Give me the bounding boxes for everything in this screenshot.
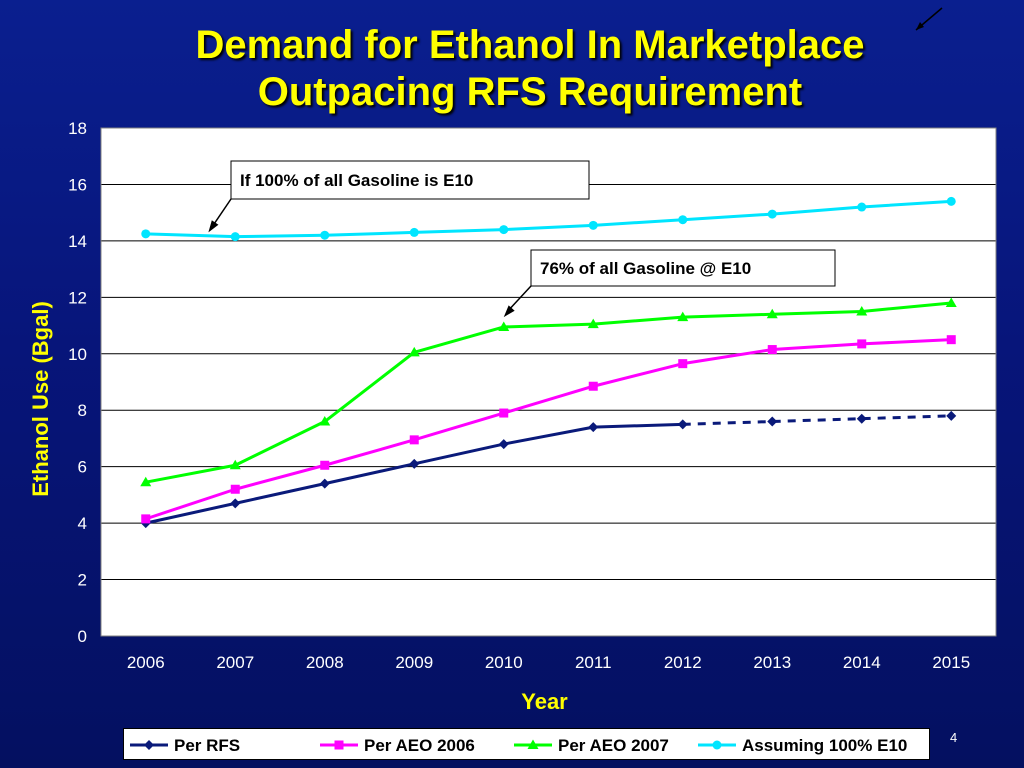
legend-marker-icon — [334, 740, 344, 750]
x-tick-label: 2014 — [843, 653, 881, 672]
data-point — [320, 230, 330, 240]
data-point — [767, 209, 777, 219]
x-tick-label: 2015 — [932, 653, 970, 672]
data-point — [230, 232, 240, 242]
series-per-aeo-2007 — [140, 297, 957, 487]
legend-item: Per AEO 2006 — [320, 736, 475, 755]
data-point — [320, 460, 330, 470]
x-tick-label: 2009 — [395, 653, 433, 672]
legend-item: Assuming 100% E10 — [698, 736, 907, 755]
data-point — [409, 458, 420, 469]
data-point — [409, 227, 419, 237]
y-tick-label: 16 — [68, 175, 87, 194]
data-point — [945, 297, 957, 307]
annotation-box — [530, 249, 836, 287]
series-line — [145, 338, 952, 521]
y-tick-label: 4 — [78, 514, 87, 533]
title-line-1: Demand for Ethanol In Marketplace — [195, 23, 865, 67]
y-tick-label: 14 — [68, 232, 87, 251]
data-point — [588, 422, 599, 433]
data-point — [408, 346, 420, 357]
legend-marker-icon — [712, 740, 722, 750]
x-tick-label: 2006 — [127, 653, 165, 672]
legend-label: Per AEO 2006 — [364, 736, 475, 755]
data-point — [587, 318, 599, 329]
y-tick-label: 12 — [68, 288, 87, 307]
x-tick-label: 2010 — [485, 653, 523, 672]
data-point — [856, 305, 868, 316]
title-line-2: Outpacing RFS Requirement — [257, 70, 803, 114]
series-line — [145, 199, 952, 239]
x-tick-label: 2007 — [216, 653, 254, 672]
data-point — [946, 196, 956, 206]
data-point — [230, 484, 240, 494]
y-tick-label: 2 — [78, 571, 87, 590]
annotation-text: If 100% of all Gasoline is E10 — [240, 171, 473, 190]
data-point — [499, 225, 509, 235]
arrow-head-icon — [208, 220, 219, 233]
data-point — [588, 220, 598, 230]
data-point — [857, 202, 867, 212]
series-per-rfs — [140, 410, 957, 529]
x-tick-label: 2012 — [664, 653, 702, 672]
data-point — [946, 410, 957, 421]
annotation-arrow-line — [507, 285, 532, 312]
plot-area — [101, 128, 996, 636]
data-point — [230, 498, 241, 509]
data-point — [767, 345, 777, 355]
legend-label: Assuming 100% E10 — [742, 736, 907, 755]
data-point — [588, 381, 598, 391]
data-point — [946, 335, 956, 345]
legend-label: Per AEO 2007 — [558, 736, 669, 755]
data-point — [409, 435, 419, 445]
data-point — [767, 416, 778, 427]
y-tick-label: 0 — [78, 627, 87, 646]
series-line — [145, 301, 952, 484]
y-axis-title: Ethanol Use (Bgal) — [28, 301, 53, 497]
data-point — [856, 413, 867, 424]
annotation-box — [230, 160, 590, 200]
data-point — [229, 459, 241, 470]
legend-marker-icon — [144, 740, 154, 750]
data-point — [141, 514, 151, 524]
x-tick-label: 2013 — [753, 653, 791, 672]
plot-border — [100, 127, 997, 637]
data-point — [857, 339, 867, 349]
legend-marker-icon — [527, 739, 539, 749]
legend: Per RFS Per AEO 2006 Per AEO 2007 Assuming … — [123, 728, 930, 760]
x-axis-title: Year — [521, 689, 568, 714]
y-tick-label: 10 — [68, 345, 87, 364]
x-tick-label: 2011 — [575, 653, 612, 672]
data-point — [141, 229, 151, 239]
data-point — [498, 321, 510, 331]
y-tick-label: 6 — [78, 458, 87, 477]
legend-item: Per RFS — [130, 736, 240, 755]
series-per-aeo-2006 — [141, 335, 956, 524]
annotation-arrow-line — [211, 198, 232, 227]
annotation-text: 76% of all Gasoline @ E10 — [540, 259, 751, 278]
data-point — [678, 359, 688, 369]
series-assuming-100-e10 — [141, 196, 956, 242]
data-point — [498, 439, 509, 450]
x-tick-label: 2008 — [306, 653, 344, 672]
data-point — [319, 478, 330, 489]
y-tick-label: 18 — [68, 119, 87, 138]
slide-title: Demand for Ethanol In Marketplace Outpac… — [0, 22, 1024, 116]
data-point — [677, 311, 689, 322]
annotation-2: 76% of all Gasoline @ E10 — [503, 249, 836, 318]
data-point — [140, 476, 152, 487]
data-point — [766, 308, 778, 319]
data-point — [678, 215, 688, 225]
data-point — [677, 419, 688, 430]
y-tick-label: 8 — [78, 401, 87, 420]
annotation-1: If 100% of all Gasoline is E10 — [208, 160, 590, 233]
legend-label: Per RFS — [174, 736, 240, 755]
data-point — [319, 416, 331, 426]
data-point — [499, 408, 509, 418]
arrow-head-icon — [503, 305, 515, 318]
legend-item: Per AEO 2007 — [514, 736, 669, 755]
page-number: 4 — [950, 730, 958, 745]
